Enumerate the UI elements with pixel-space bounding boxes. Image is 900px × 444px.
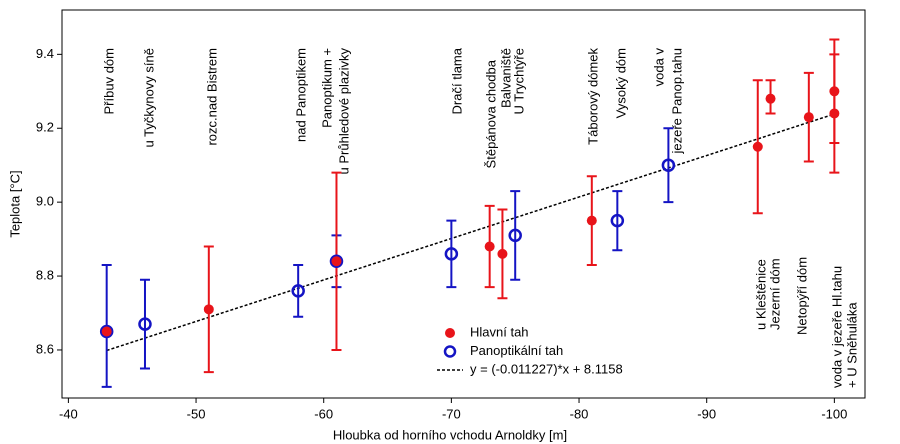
point	[497, 248, 508, 259]
x-tick-label: -80	[570, 406, 589, 421]
point	[203, 304, 214, 315]
y-tick-label: 8.6	[36, 341, 54, 356]
point	[610, 213, 625, 228]
point	[586, 215, 597, 226]
legend-label: Panoptikální tah	[470, 343, 563, 358]
annotation: Štěpánova chodba	[483, 59, 498, 168]
y-axis-label: Teplota [°C]	[7, 170, 22, 237]
y-tick-label: 9.0	[36, 194, 54, 209]
annotation: Dračí tlama	[449, 47, 464, 114]
point	[291, 284, 305, 298]
annotation: Vysoký dóm	[613, 48, 628, 118]
error-bar	[663, 127, 674, 204]
point	[829, 86, 840, 97]
legend-marker	[443, 345, 457, 358]
legend-label: y = (-0.011227)*x + 8.1158	[470, 361, 623, 376]
legend-label: Hlavní tah	[470, 324, 529, 339]
annotation: Netopýří dóm	[794, 257, 809, 335]
point	[138, 317, 152, 331]
x-tick-label: -100	[821, 406, 847, 421]
annotation: rozc.nad Bistrem	[204, 48, 219, 146]
annotation: Balvaniště	[498, 48, 513, 108]
point	[829, 108, 840, 119]
fit-line	[106, 113, 835, 352]
point	[752, 141, 763, 152]
point	[803, 112, 814, 123]
point	[484, 241, 495, 252]
x-tick-label: -90	[697, 406, 716, 421]
point	[444, 247, 459, 261]
annotation: U Trychtýře	[511, 48, 526, 114]
plot-frame	[61, 9, 866, 399]
annotation: u Průhledové plazivky	[336, 48, 351, 175]
point	[765, 93, 776, 104]
annotation: jezeře Panop.tahu	[669, 48, 684, 155]
annotation: + U Sněhuláka	[844, 302, 859, 388]
error-bar	[510, 190, 521, 281]
annotation: nad Panoptikem	[293, 48, 308, 142]
annotation: voda v	[651, 48, 666, 87]
point	[99, 324, 114, 339]
point	[329, 254, 344, 269]
point	[331, 256, 342, 267]
x-tick-label: -70	[442, 406, 461, 421]
error-bar	[139, 278, 150, 370]
x-tick-label: -50	[187, 406, 206, 421]
y-tick-label: 9.2	[36, 120, 54, 135]
y-tick-label: 9.4	[36, 46, 54, 61]
annotation: Táborový dómek	[585, 48, 600, 145]
x-tick-label: -40	[59, 406, 78, 421]
annotation: Jezerní dóm	[767, 258, 782, 330]
point	[508, 228, 522, 243]
error-bar	[446, 219, 457, 289]
point	[101, 326, 112, 337]
x-tick-label: -60	[314, 406, 333, 421]
error-bar	[612, 190, 623, 252]
annotation: u Kleštěnice	[753, 259, 768, 330]
legend-marker	[445, 328, 455, 338]
y-tick-label: 8.8	[36, 267, 54, 282]
annotation: voda v jezeře Hl.tahu	[829, 266, 844, 388]
annotation: Panoptikum +	[319, 48, 334, 128]
error-bar	[293, 263, 304, 318]
annotation: Příbuv dóm	[101, 48, 116, 114]
annotation: u Tyčkynovy síně	[141, 48, 156, 147]
point	[661, 158, 676, 172]
x-axis-label: Hloubka od horního vchodu Arnoldky [m]	[333, 427, 567, 442]
